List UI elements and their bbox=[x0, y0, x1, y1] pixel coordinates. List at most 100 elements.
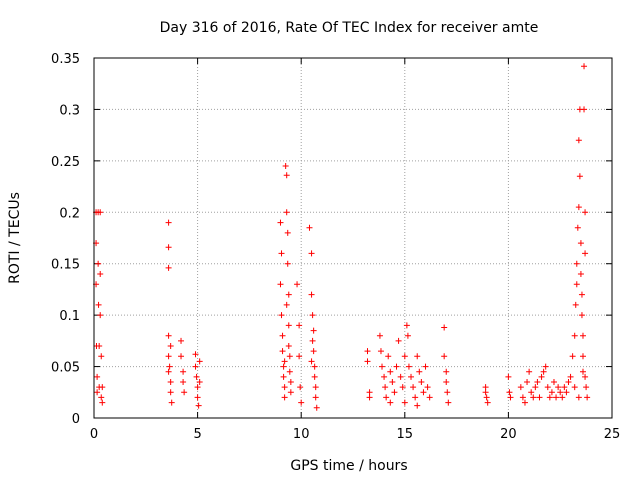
y-tick-label: 0.35 bbox=[51, 52, 80, 67]
data-point bbox=[403, 322, 410, 329]
data-point bbox=[443, 379, 450, 385]
data-point bbox=[401, 353, 408, 360]
x-tick-label: 20 bbox=[500, 427, 517, 442]
data-point bbox=[583, 384, 590, 391]
data-point bbox=[178, 353, 185, 360]
data-point bbox=[95, 301, 102, 308]
data-point bbox=[97, 271, 104, 277]
data-point bbox=[405, 363, 412, 370]
data-point bbox=[401, 399, 408, 406]
data-points bbox=[93, 63, 591, 411]
data-point bbox=[287, 389, 294, 396]
data-point bbox=[569, 353, 576, 360]
data-point bbox=[167, 343, 174, 349]
data-point bbox=[441, 353, 448, 360]
data-point bbox=[196, 358, 203, 365]
y-tick-label: 0.15 bbox=[51, 258, 80, 273]
data-point bbox=[387, 368, 394, 375]
data-point bbox=[381, 373, 388, 380]
data-point bbox=[579, 332, 586, 339]
data-point bbox=[281, 358, 288, 365]
data-point bbox=[283, 209, 290, 216]
data-point bbox=[445, 399, 452, 406]
data-point bbox=[534, 379, 541, 385]
data-point bbox=[306, 224, 313, 231]
data-point bbox=[308, 358, 315, 365]
data-point bbox=[571, 332, 578, 339]
data-point bbox=[420, 389, 427, 396]
data-point bbox=[561, 384, 568, 391]
data-point bbox=[414, 353, 421, 360]
data-point bbox=[395, 337, 402, 344]
data-point bbox=[565, 379, 572, 385]
data-point bbox=[193, 373, 200, 380]
data-point bbox=[278, 250, 285, 257]
data-point bbox=[582, 373, 589, 380]
data-point bbox=[387, 399, 394, 406]
data-point bbox=[579, 368, 586, 375]
data-point bbox=[410, 384, 417, 391]
data-point bbox=[389, 379, 396, 385]
data-point bbox=[280, 363, 287, 370]
data-point bbox=[167, 379, 174, 385]
data-point bbox=[563, 389, 570, 396]
data-point bbox=[582, 209, 589, 216]
data-point bbox=[97, 312, 104, 319]
data-point bbox=[181, 389, 188, 396]
data-point bbox=[311, 363, 318, 370]
y-tick-labels: 0 0.05 0.1 0.15 0.2 0.25 0.3 0.35 bbox=[51, 52, 80, 427]
data-point bbox=[280, 373, 287, 380]
data-point bbox=[376, 332, 383, 339]
data-point bbox=[296, 353, 303, 360]
data-point bbox=[277, 281, 284, 288]
data-point bbox=[441, 324, 448, 331]
grid-lines bbox=[94, 58, 612, 418]
data-point bbox=[94, 389, 101, 396]
data-point bbox=[364, 348, 371, 355]
data-point bbox=[572, 301, 579, 308]
axis-ticks bbox=[93, 57, 613, 419]
data-point bbox=[309, 312, 316, 319]
data-point bbox=[168, 399, 175, 406]
data-point bbox=[286, 353, 293, 360]
data-point bbox=[364, 358, 371, 365]
y-tick-label: 0 bbox=[72, 412, 80, 427]
data-point bbox=[578, 312, 585, 319]
data-point bbox=[167, 389, 174, 396]
data-point bbox=[296, 322, 303, 329]
y-tick-label: 0.2 bbox=[59, 206, 80, 221]
data-point bbox=[536, 394, 543, 401]
data-point bbox=[506, 389, 513, 396]
data-point bbox=[281, 394, 288, 401]
data-point bbox=[550, 379, 557, 385]
data-point bbox=[196, 379, 203, 385]
data-point bbox=[285, 343, 292, 349]
data-point bbox=[180, 379, 187, 385]
data-point bbox=[95, 260, 102, 267]
data-point bbox=[397, 373, 404, 380]
data-point bbox=[298, 399, 305, 406]
data-point bbox=[312, 394, 319, 401]
x-tick-labels: 0 5 10 15 20 25 bbox=[90, 427, 620, 442]
data-point bbox=[279, 332, 286, 339]
data-point bbox=[94, 373, 101, 380]
data-point bbox=[399, 384, 406, 391]
data-point bbox=[194, 384, 201, 391]
data-point bbox=[408, 373, 415, 380]
data-point bbox=[284, 260, 291, 267]
data-point bbox=[584, 394, 591, 401]
x-tick-label: 15 bbox=[397, 427, 414, 442]
data-point bbox=[532, 384, 539, 391]
data-point bbox=[567, 373, 574, 380]
data-point bbox=[99, 384, 106, 391]
data-point bbox=[414, 402, 421, 409]
data-point bbox=[521, 399, 528, 406]
data-point bbox=[99, 399, 106, 406]
data-point bbox=[542, 363, 549, 370]
data-point bbox=[412, 394, 419, 401]
data-point bbox=[377, 348, 384, 355]
data-point bbox=[180, 368, 187, 375]
data-point bbox=[559, 394, 566, 401]
data-point bbox=[581, 63, 588, 70]
